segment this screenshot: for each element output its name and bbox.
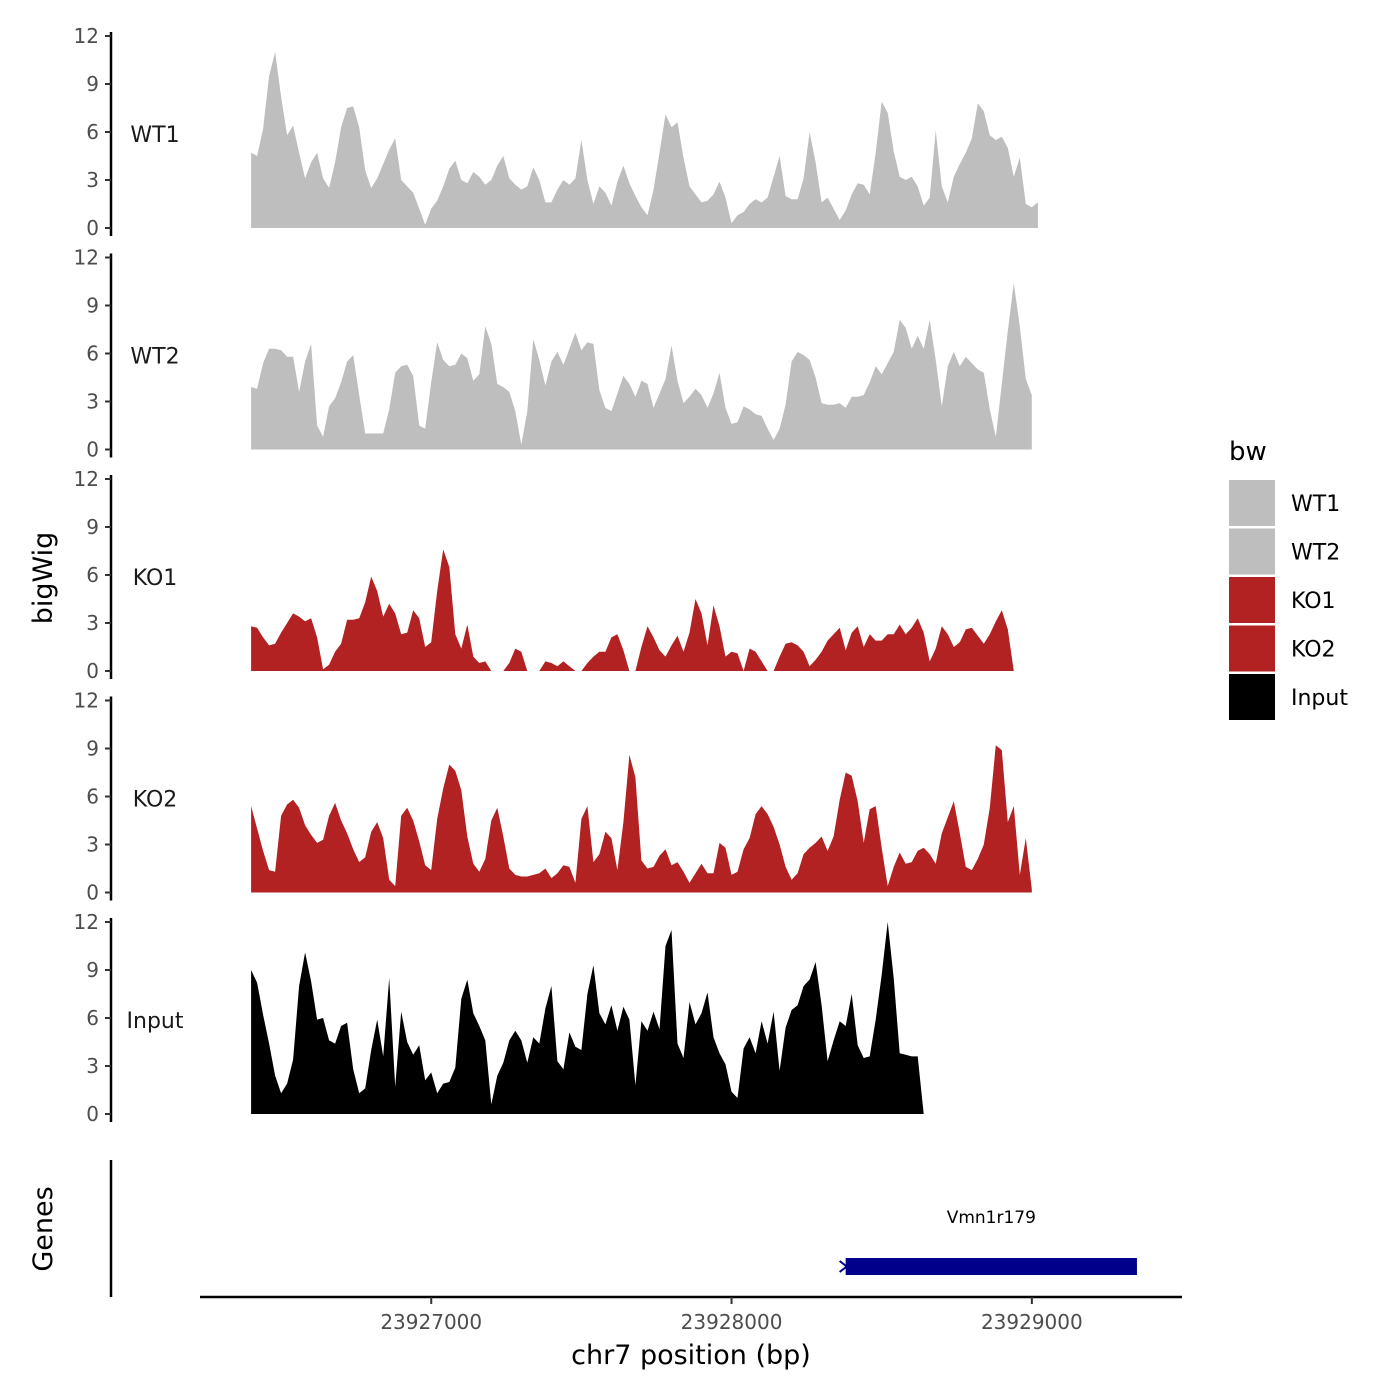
signal-area [251, 922, 924, 1114]
y-tick-label: 12 [74, 910, 99, 934]
track-panel: 0 3 6 9 12 KO1 [74, 467, 1014, 683]
track-label: WT2 [130, 345, 179, 370]
x-axis-title: chr7 position (bp) [571, 1340, 811, 1371]
y-tick-label: 3 [86, 1054, 99, 1078]
y-tick-label: 9 [86, 958, 99, 982]
gene-track: Vmn1r179 [839, 1208, 1137, 1275]
y-tick-label: 6 [86, 342, 99, 366]
y-tick-label: 0 [86, 438, 99, 462]
y-tick-label: 0 [86, 659, 99, 683]
y-tick-label: 9 [86, 72, 99, 96]
track-label: KO2 [133, 788, 178, 813]
y-tick-label: 0 [86, 881, 99, 905]
track-panel: 0 3 6 9 12 WT2 [74, 246, 1032, 462]
track-label: KO1 [133, 566, 178, 591]
y-tick-label: 6 [86, 785, 99, 809]
legend-swatch [1229, 625, 1275, 672]
signal-area [251, 52, 1038, 228]
y-tick-label: 6 [86, 1006, 99, 1030]
track-panel: 0 3 6 9 12 Input [74, 910, 924, 1126]
y-tick-label: 12 [74, 467, 99, 491]
legend-swatch [1229, 674, 1275, 720]
gene-strand-arrow [839, 1260, 849, 1273]
legend-label: KO2 [1291, 638, 1336, 663]
legend-swatch [1229, 480, 1275, 526]
gene-name-label: Vmn1r179 [947, 1208, 1036, 1228]
y-tick-label: 9 [86, 294, 99, 318]
y-tick-label: 3 [86, 833, 99, 857]
y-tick-label: 12 [74, 246, 99, 270]
signal-area [251, 745, 1032, 893]
y-axis-title: bigWig [28, 532, 59, 625]
legend: bw WT1 WT2 KO1 KO2 Input [1229, 437, 1348, 720]
signal-tracks: 0 3 6 9 12 WT1 0 3 6 9 12 WT2 0 3 6 9 12 KO1 0 3 6 9 12 KO2 0 3 6 9… [74, 24, 1038, 1126]
x-tick-label: 23929000 [981, 1310, 1083, 1334]
signal-area [251, 283, 1032, 450]
y-tick-label: 0 [86, 1102, 99, 1126]
y-tick-label: 12 [74, 24, 99, 48]
legend-swatch [1229, 528, 1275, 575]
legend-label: KO1 [1291, 589, 1336, 614]
track-panel: 0 3 6 9 12 KO2 [74, 689, 1032, 905]
y-tick-label: 6 [86, 563, 99, 587]
legend-label: WT2 [1291, 541, 1340, 566]
x-tick-label: 23928000 [681, 1310, 783, 1334]
y-tick-label: 3 [86, 168, 99, 192]
y-tick-label: 3 [86, 390, 99, 414]
gene-body [845, 1258, 1137, 1275]
y-tick-label: 3 [86, 611, 99, 635]
y-tick-label: 9 [86, 515, 99, 539]
track-panel: 0 3 6 9 12 WT1 [74, 24, 1038, 240]
signal-area [251, 549, 1014, 671]
legend-label: Input [1291, 686, 1348, 711]
x-axis-ticks: 23927000 23928000 23929000 [380, 1297, 1083, 1334]
legend-swatch [1229, 577, 1275, 623]
track-label: Input [127, 1009, 184, 1034]
y-tick-label: 9 [86, 737, 99, 761]
x-tick-label: 23927000 [380, 1310, 482, 1334]
y-tick-label: 6 [86, 120, 99, 144]
y-tick-label: 12 [74, 689, 99, 713]
legend-label: WT1 [1291, 492, 1340, 517]
genes-axis-title: Genes [28, 1186, 59, 1271]
legend-title: bw [1229, 437, 1267, 467]
track-label: WT1 [130, 123, 179, 148]
y-tick-label: 0 [86, 216, 99, 240]
